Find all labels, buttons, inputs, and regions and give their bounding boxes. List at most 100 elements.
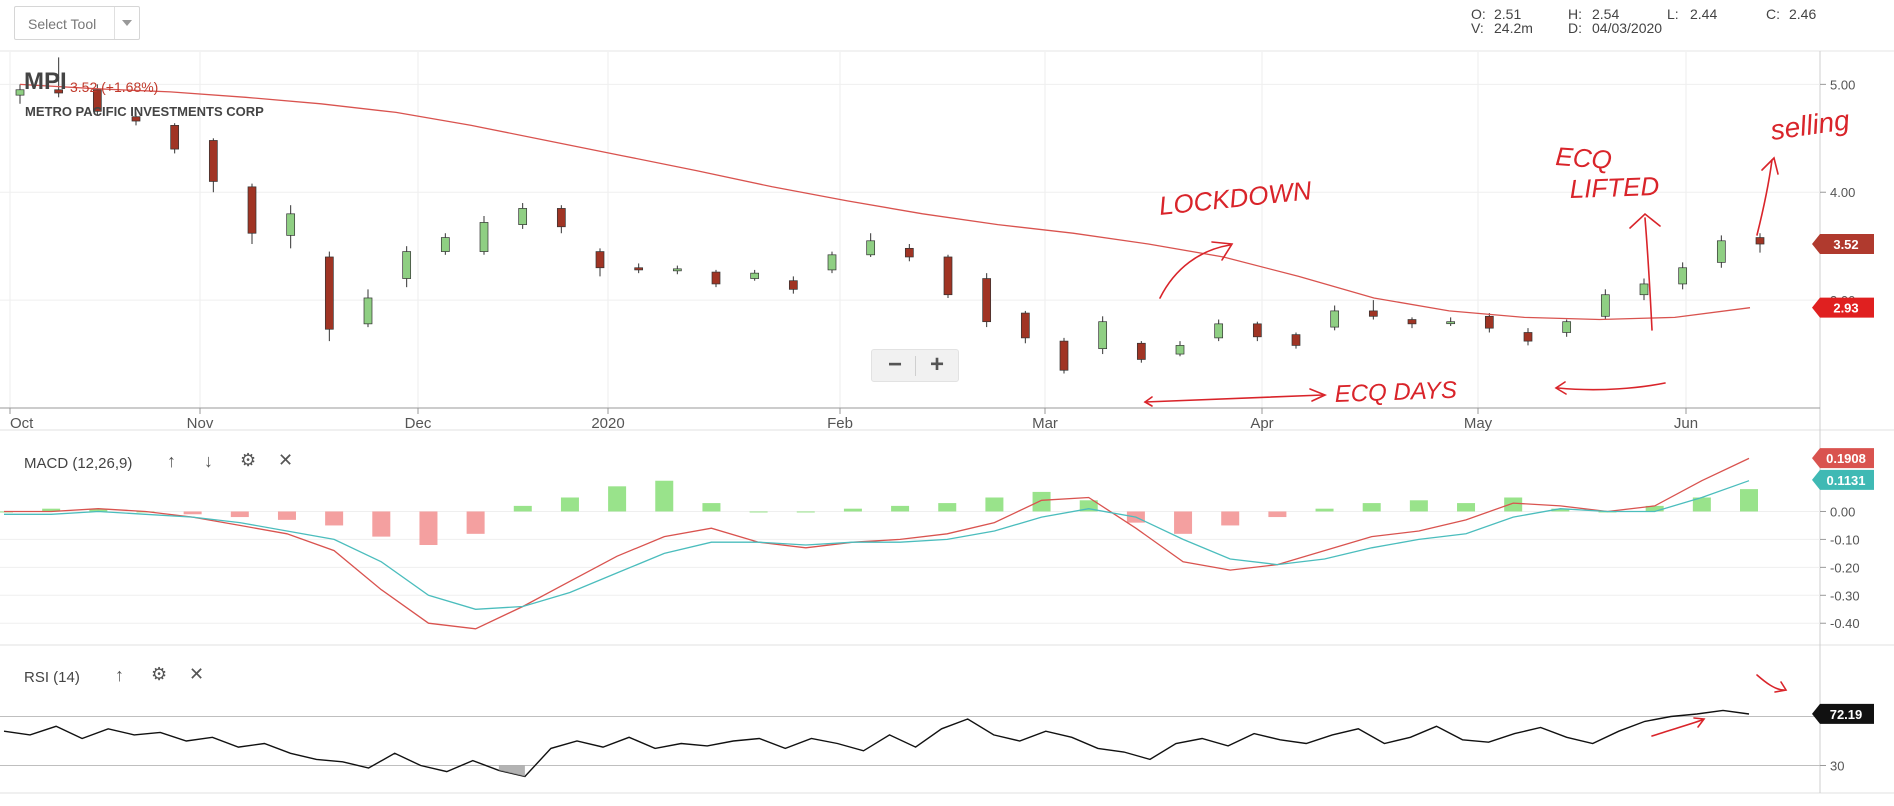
rsi-oversold-area xyxy=(498,765,525,777)
macd-histogram-bar xyxy=(1692,497,1711,512)
candle xyxy=(1330,305,1340,331)
macd-histogram-bar xyxy=(655,480,674,512)
macd-histogram-bar xyxy=(1268,511,1287,518)
candle-body xyxy=(324,256,334,330)
select-tool-dropdown[interactable]: Select Tool xyxy=(14,6,140,40)
candle xyxy=(170,123,180,154)
move-down-icon[interactable]: ↓ xyxy=(204,451,213,471)
annotation-ecq-days: ECQ DAYS xyxy=(1334,377,1457,408)
candle-body xyxy=(1639,283,1649,296)
candle xyxy=(1755,233,1765,253)
macd-histogram-bar xyxy=(1032,491,1051,512)
close-icon[interactable]: ✕ xyxy=(189,664,205,684)
annotation-arrow-head xyxy=(1211,241,1234,261)
candle xyxy=(131,112,141,126)
price-change: 3.52 (+1.68%) xyxy=(70,79,159,95)
candle-body xyxy=(1484,315,1494,329)
macd-value-tag: 0.1908 xyxy=(1812,448,1874,469)
move-up-icon[interactable]: ↑ xyxy=(167,451,176,471)
macd-value-tag-text: 0.1908 xyxy=(1826,451,1866,466)
macd-histogram-bar xyxy=(843,508,862,512)
gear-icon[interactable]: ⚙ xyxy=(151,664,168,684)
candle xyxy=(1600,289,1610,320)
candle-body xyxy=(711,271,721,285)
annotation-arrow xyxy=(1756,674,1785,691)
ohlc-c-value: 2.46 xyxy=(1789,6,1817,22)
candle-body xyxy=(1020,312,1030,339)
candle-body xyxy=(634,267,644,271)
macd-histogram-bar xyxy=(89,508,108,512)
rsi-value-tag-text: 72.19 xyxy=(1830,707,1863,722)
move-up-icon[interactable]: ↑ xyxy=(115,665,124,685)
annotation-arrow xyxy=(1309,388,1328,402)
candle-body xyxy=(479,222,489,252)
annotation-arrow xyxy=(1761,156,1779,175)
candle xyxy=(866,233,876,257)
zoom-in-button[interactable]: + xyxy=(929,351,944,378)
macd-histogram-bar xyxy=(891,505,910,512)
gear-icon[interactable]: ⚙ xyxy=(240,450,257,470)
candle-body xyxy=(1600,294,1610,317)
candle xyxy=(402,246,412,288)
candle xyxy=(556,205,566,234)
candle-body xyxy=(1678,267,1688,285)
annotation-arrow xyxy=(1644,217,1653,331)
macd-histogram-bar xyxy=(938,503,957,512)
candle xyxy=(982,273,992,328)
macd-histogram-bar xyxy=(1645,505,1664,512)
x-tick-label: May xyxy=(1464,415,1493,432)
zoom-controls: − + xyxy=(871,349,959,382)
close-icon[interactable]: ✕ xyxy=(278,450,294,470)
candle-body xyxy=(672,268,682,272)
candle-body xyxy=(1716,240,1726,263)
candle-body xyxy=(1252,323,1262,338)
x-tick-label: Feb xyxy=(827,415,853,432)
candle-body xyxy=(54,89,64,94)
y-tick-label: 30 xyxy=(1830,759,1844,774)
ohlc-d-label: D: xyxy=(1568,20,1582,36)
candle-body xyxy=(1098,321,1108,350)
macd-histogram-bar xyxy=(749,511,768,513)
candle-body xyxy=(247,186,257,234)
candle xyxy=(1136,341,1146,363)
candle-body xyxy=(1446,321,1456,325)
x-tick-label: Nov xyxy=(187,415,214,432)
y-tick-label: 0.00 xyxy=(1830,504,1855,519)
annotation-arrow xyxy=(1756,159,1773,236)
annotation-arrow xyxy=(1143,396,1153,407)
ohlc-h-label: H: xyxy=(1568,6,1582,22)
macd-value-tag-bg xyxy=(1812,448,1874,469)
candle xyxy=(711,269,721,288)
macd-histogram-bar xyxy=(1740,489,1758,512)
zoom-out-button[interactable]: − xyxy=(887,351,902,378)
candle xyxy=(324,251,334,342)
candle-body xyxy=(943,256,953,296)
candle xyxy=(1059,337,1069,374)
candle-body xyxy=(750,272,760,279)
macd-histogram-bar xyxy=(608,486,627,512)
ohlc-l-label: L: xyxy=(1667,6,1679,22)
candle-body xyxy=(1562,321,1572,333)
candle-body xyxy=(827,254,837,271)
candle-body xyxy=(982,278,992,323)
rsi-value-tag: 72.19 xyxy=(1812,703,1874,724)
macd-line xyxy=(4,457,1750,630)
macd-histogram-bar xyxy=(325,511,344,526)
candle-body xyxy=(1291,334,1301,346)
x-tick-label: Apr xyxy=(1250,415,1273,432)
candle-body xyxy=(1523,332,1533,342)
candle-body xyxy=(402,251,412,279)
candle xyxy=(1020,310,1030,344)
annotation-arrow xyxy=(1144,394,1324,403)
candle-body xyxy=(208,140,218,182)
x-tick-label: Mar xyxy=(1032,415,1058,432)
macd-histogram-bar xyxy=(513,505,532,512)
chevron-down-icon[interactable] xyxy=(114,7,139,39)
candle xyxy=(672,265,682,275)
annotation-arrow xyxy=(1651,719,1703,737)
zoom-divider xyxy=(915,356,916,376)
ohlc-o-label: O: xyxy=(1471,6,1486,22)
candle xyxy=(1098,316,1108,355)
candle-body xyxy=(595,251,605,269)
